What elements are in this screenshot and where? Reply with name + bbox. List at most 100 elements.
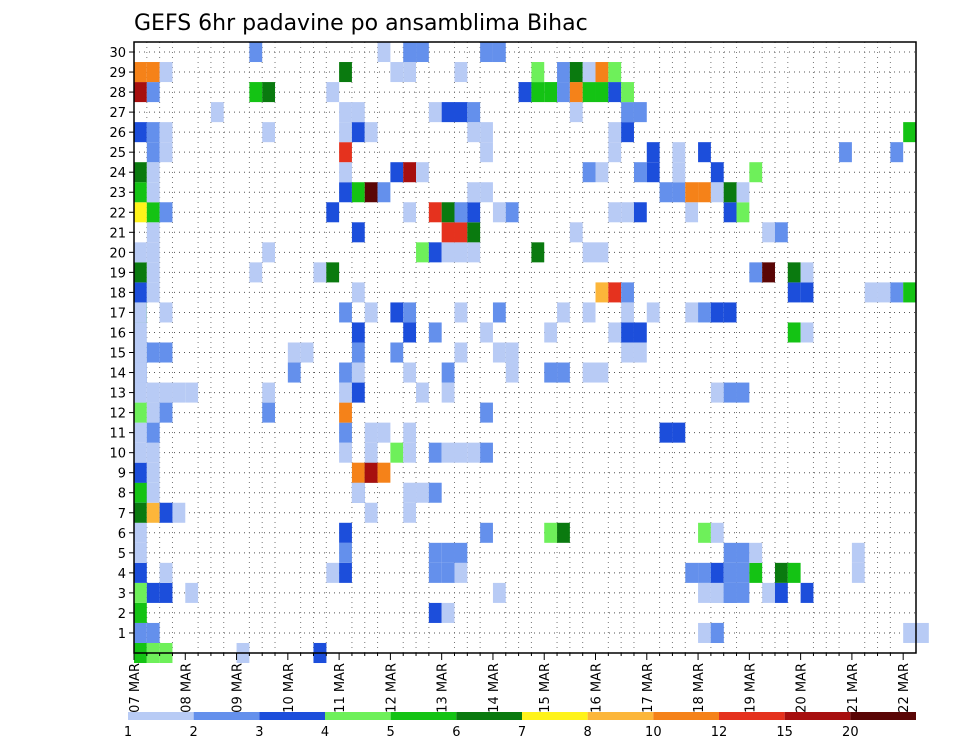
heatmap-cell (403, 442, 417, 463)
heatmap-cell (492, 342, 506, 363)
heatmap-cell (287, 342, 301, 363)
x-tick-label: 11 MAR (333, 663, 348, 713)
heatmap-cell (364, 182, 378, 203)
y-tick-label: 2 (118, 607, 126, 622)
x-tick-label: 07 MAR (128, 663, 143, 713)
heatmap-cell (416, 242, 429, 263)
heatmap-cell (467, 102, 481, 123)
heatmap-cell (505, 202, 519, 223)
y-tick-label: 12 (109, 407, 126, 422)
heatmap-cell (749, 262, 763, 283)
heatmap-cell (480, 42, 493, 63)
heatmap-cell (710, 182, 724, 203)
legend-swatch (784, 712, 851, 720)
y-tick-label: 21 (109, 226, 126, 241)
heatmap-cell (646, 302, 660, 323)
heatmap-cell (134, 202, 147, 223)
heatmap-cell (134, 562, 147, 583)
heatmap-cell (134, 422, 147, 443)
heatmap-cell (134, 282, 147, 303)
heatmap-cell (480, 522, 493, 543)
heatmap-cell (428, 602, 442, 623)
heatmap-cell (480, 322, 493, 343)
heatmap-cell (454, 302, 468, 323)
heatmap-cell (710, 582, 724, 603)
heatmap-cell (441, 222, 455, 243)
heatmap-cell (646, 162, 660, 183)
legend-swatch (259, 712, 325, 720)
heatmap-cell (672, 182, 686, 203)
x-tick-label: 21 MAR (846, 663, 861, 713)
heatmap-cell (698, 302, 711, 323)
heatmap-cell (800, 582, 814, 603)
heatmap-cell (326, 82, 340, 103)
heatmap-cell (467, 122, 481, 143)
heatmap-cell (505, 362, 519, 383)
heatmap-cell (633, 102, 647, 123)
legend-swatch (850, 712, 916, 720)
heatmap-cell (159, 142, 173, 163)
heatmap-cell (146, 182, 160, 203)
heatmap-cell (787, 282, 801, 303)
heatmap-cell (903, 282, 916, 303)
heatmap-cell (159, 342, 173, 363)
heatmap-cell (698, 582, 711, 603)
heatmap-cell (851, 542, 865, 563)
heatmap-cell (749, 162, 763, 183)
heatmap-cell (390, 62, 404, 83)
heatmap-cell (339, 422, 352, 443)
heatmap-cell (749, 562, 763, 583)
heatmap-cell (890, 282, 904, 303)
legend-label: 4 (321, 725, 329, 740)
y-tick-label: 11 (109, 427, 126, 442)
heatmap-cell (621, 322, 634, 343)
heatmap-cell (492, 302, 506, 323)
heatmap-cell (723, 542, 737, 563)
heatmap-cell (428, 562, 442, 583)
heatmap-cell (787, 322, 801, 343)
heatmap-cell (518, 82, 532, 103)
heatmap-cell (134, 242, 147, 263)
heatmap-cell (146, 462, 160, 483)
heatmap-cell (544, 322, 558, 343)
heatmap-cell (544, 522, 558, 543)
heatmap-cell (723, 382, 737, 403)
heatmap-cell (146, 382, 160, 403)
heatmap-cell (377, 182, 391, 203)
heatmap-cell (339, 522, 352, 543)
y-tick-label: 7 (118, 507, 126, 522)
heatmap-cell (595, 282, 609, 303)
y-tick-label: 22 (109, 206, 126, 221)
heatmap-cell (864, 282, 878, 303)
heatmap-cell (416, 42, 429, 63)
heatmap-cell (364, 422, 378, 443)
heatmap-cell (672, 162, 686, 183)
heatmap-cell (569, 62, 583, 83)
heatmap-cell (428, 202, 442, 223)
heatmap-cell (582, 362, 596, 383)
y-tick-label: 27 (109, 106, 126, 121)
heatmap-cell (351, 222, 365, 243)
heatmap-cell (172, 502, 186, 523)
heatmap-cell (262, 382, 276, 403)
heatmap-cell (351, 342, 365, 363)
heatmap-cell (146, 222, 160, 243)
heatmap-cell (557, 362, 570, 383)
legend-swatch (390, 712, 457, 720)
y-tick-label: 19 (109, 266, 126, 281)
heatmap-cell (441, 562, 455, 583)
heatmap-cell (134, 262, 147, 283)
heatmap-cell (762, 262, 775, 283)
heatmap-cell (326, 262, 340, 283)
heatmap-cell (377, 422, 391, 443)
heatmap-cell (774, 222, 788, 243)
y-tick-label: 29 (109, 66, 126, 81)
heatmap-cell (633, 322, 647, 343)
heatmap-cell (146, 482, 160, 503)
heatmap-cell (916, 622, 929, 643)
y-tick-label: 13 (109, 387, 126, 402)
heatmap-cell (800, 262, 814, 283)
heatmap-cell (134, 342, 147, 363)
heatmap-cell (146, 202, 160, 223)
legend-label: 5 (387, 725, 395, 740)
